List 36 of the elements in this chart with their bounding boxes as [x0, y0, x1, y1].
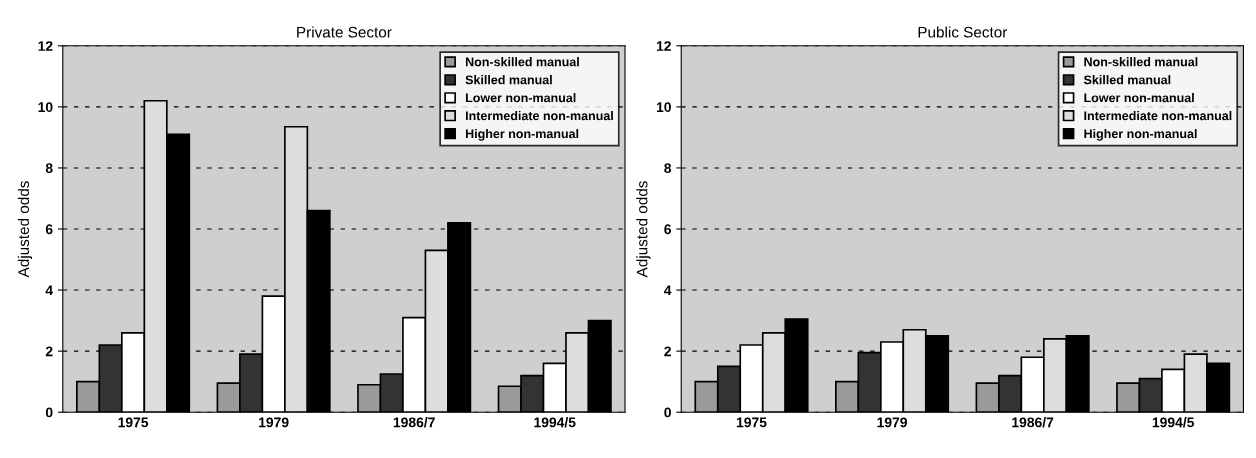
legend-label: Intermediate non-manual [1084, 111, 1232, 121]
y-tick-label: 0 [664, 407, 671, 418]
y-tick-label: 6 [45, 224, 53, 235]
y-axis-title: Adjusted odds [17, 181, 33, 278]
x-tick-label: 1994/5 [1152, 417, 1195, 428]
legend-label: Non-skilled manual [1084, 57, 1198, 67]
y-tick-label: 2 [45, 346, 53, 357]
legend-label: Higher non-manual [465, 128, 579, 141]
legend-label: Lower non-manual [1084, 93, 1194, 103]
legend-label: Non-skilled manual [465, 57, 579, 67]
legend-label: Skilled manual [1083, 75, 1171, 85]
y-tick-label: 12 [656, 41, 671, 51]
legend-label: Skilled manual [465, 75, 552, 85]
y-tick-label: 0 [45, 407, 53, 418]
y-tick-label: 4 [664, 285, 672, 296]
y-tick-label: 8 [664, 163, 672, 174]
x-tick-label: 1979 [259, 417, 289, 428]
legend-label: Higher non-manual [1084, 128, 1197, 141]
legend-label: Lower non-manual [465, 93, 576, 103]
y-tick-label: 10 [38, 102, 53, 113]
y-tick-label: 2 [664, 346, 671, 357]
x-tick-label: 1986/7 [1012, 417, 1054, 428]
x-tick-label: 1979 [877, 417, 907, 428]
x-tick-label: 1994/5 [534, 417, 576, 428]
x-tick-label: 1975 [736, 417, 767, 428]
y-tick-label: 8 [45, 163, 53, 174]
x-tick-label: 1975 [118, 417, 149, 428]
y-axis-title: Adjusted odds [636, 181, 651, 278]
y-tick-label: 10 [656, 102, 671, 113]
x-tick-label: 1986/7 [393, 417, 435, 428]
y-tick-label: 6 [664, 224, 672, 235]
y-tick-label: 12 [38, 41, 53, 51]
chart-title: Public Sector [918, 26, 1008, 38]
y-tick-label: 4 [45, 285, 53, 296]
chart-title: Private Sector [297, 26, 392, 38]
legend-label: Intermediate non-manual [465, 111, 613, 121]
